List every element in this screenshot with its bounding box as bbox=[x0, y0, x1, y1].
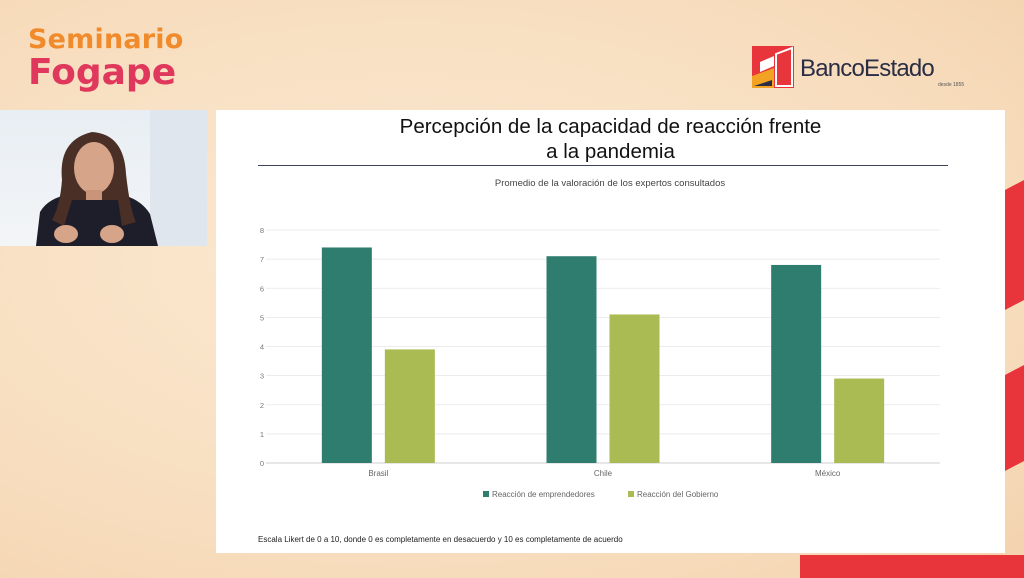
y-tick-label: 4 bbox=[260, 343, 264, 352]
presenter-figure bbox=[36, 110, 207, 246]
y-tick-label: 6 bbox=[260, 284, 264, 293]
x-tick-label: México bbox=[815, 469, 841, 478]
y-tick-label: 0 bbox=[260, 459, 264, 468]
x-tick-label: Chile bbox=[594, 469, 613, 478]
y-tick-label: 1 bbox=[260, 430, 264, 439]
event-title-line1: Seminario bbox=[28, 24, 184, 55]
event-title: Seminario Fogape bbox=[28, 26, 184, 91]
chart-title: Promedio de la valoración de los experto… bbox=[495, 178, 725, 189]
y-tick-label: 3 bbox=[260, 372, 264, 381]
bar-chart: Promedio de la valoración de los experto… bbox=[260, 178, 940, 499]
bar-chile-emprendedores bbox=[546, 256, 597, 463]
bar-brasil-gobierno bbox=[384, 349, 435, 463]
y-tick-label: 8 bbox=[260, 226, 264, 235]
y-tick-label: 2 bbox=[260, 401, 264, 410]
brand-logo-icon bbox=[752, 46, 794, 88]
slide-footnote: Escala Likert de 0 a 10, donde 0 es comp… bbox=[258, 535, 623, 544]
legend-swatch bbox=[483, 491, 489, 497]
x-tick-label: Brasil bbox=[368, 469, 388, 478]
bar-mxico-gobierno bbox=[834, 378, 885, 463]
y-tick-label: 5 bbox=[260, 313, 264, 322]
decor-stripe bbox=[1005, 179, 1024, 311]
bar-chile-gobierno bbox=[609, 314, 660, 463]
brand-name: BancoEstado bbox=[800, 55, 935, 82]
legend-label: Reacción del Gobierno bbox=[637, 490, 719, 499]
decor-stripe bbox=[1005, 364, 1024, 472]
bar-mxico-emprendedores bbox=[771, 264, 822, 463]
brand-logo: BancoEstado desde 1855 bbox=[752, 46, 982, 92]
event-title-line2: Fogape bbox=[28, 52, 177, 93]
slide-title: Percepción de la capacidad de reacción f… bbox=[399, 115, 822, 163]
brand-tagline: desde 1855 bbox=[938, 82, 965, 88]
legend-label: Reacción de emprendedores bbox=[492, 490, 595, 499]
decor-stripe bbox=[800, 555, 1024, 578]
legend-swatch bbox=[628, 491, 634, 497]
y-tick-label: 7 bbox=[260, 255, 264, 264]
presenter-video bbox=[0, 110, 207, 246]
slide: Percepción de la capacidad de reacción f… bbox=[216, 110, 1005, 553]
title-divider bbox=[258, 165, 948, 166]
bar-brasil-emprendedores bbox=[321, 247, 372, 463]
